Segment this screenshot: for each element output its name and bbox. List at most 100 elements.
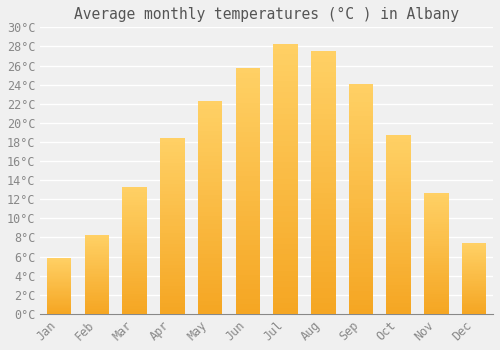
Bar	[462, 259, 486, 260]
Bar	[462, 247, 486, 249]
Bar	[274, 265, 298, 271]
Bar	[462, 298, 486, 300]
Bar	[236, 98, 260, 103]
Bar	[122, 222, 147, 225]
Bar	[386, 264, 411, 267]
Bar	[386, 310, 411, 314]
Bar	[160, 300, 184, 303]
Bar	[122, 260, 147, 263]
Bar	[311, 240, 336, 246]
Bar	[122, 284, 147, 286]
Bar	[462, 300, 486, 301]
Bar	[462, 313, 486, 314]
Bar	[47, 277, 72, 278]
Bar	[160, 261, 184, 265]
Bar	[84, 296, 109, 298]
Bar	[122, 278, 147, 281]
Bar	[274, 162, 298, 168]
Bar	[348, 282, 374, 286]
Bar	[386, 157, 411, 160]
Bar	[274, 200, 298, 206]
Bar	[160, 184, 184, 187]
Bar	[236, 127, 260, 132]
Bar	[311, 288, 336, 293]
Bar	[348, 300, 374, 305]
Bar	[236, 285, 260, 289]
Bar	[47, 282, 72, 284]
Bar	[274, 103, 298, 108]
Bar	[424, 278, 448, 280]
Bar	[47, 286, 72, 287]
Bar	[386, 239, 411, 243]
Bar	[47, 268, 72, 269]
Bar	[84, 306, 109, 308]
Bar	[311, 109, 336, 114]
Bar	[160, 258, 184, 261]
Bar	[122, 197, 147, 199]
Bar	[122, 205, 147, 207]
Bar	[386, 139, 411, 142]
Bar	[424, 270, 448, 273]
Bar	[274, 179, 298, 184]
Bar	[84, 266, 109, 268]
Bar	[274, 228, 298, 233]
Bar	[122, 228, 147, 230]
Bar	[348, 111, 374, 116]
Bar	[47, 269, 72, 270]
Bar	[236, 122, 260, 127]
Bar	[236, 201, 260, 206]
Bar	[274, 125, 298, 130]
Bar	[47, 289, 72, 290]
Bar	[274, 130, 298, 135]
Bar	[348, 286, 374, 291]
Bar	[122, 220, 147, 222]
Bar	[274, 195, 298, 200]
Bar	[274, 71, 298, 76]
Bar	[122, 225, 147, 228]
Bar	[274, 157, 298, 162]
Bar	[386, 260, 411, 264]
Bar	[236, 196, 260, 201]
Bar	[122, 256, 147, 258]
Bar	[160, 156, 184, 159]
Bar	[424, 258, 448, 260]
Bar	[424, 256, 448, 258]
Bar	[424, 268, 448, 270]
Bar	[84, 257, 109, 258]
Bar	[160, 286, 184, 289]
Bar	[198, 263, 222, 267]
Bar	[386, 225, 411, 228]
Bar	[348, 139, 374, 144]
Bar	[84, 309, 109, 311]
Bar	[122, 202, 147, 205]
Title: Average monthly temperatures (°C ) in Albany: Average monthly temperatures (°C ) in Al…	[74, 7, 459, 22]
Bar	[160, 166, 184, 170]
Bar	[311, 130, 336, 135]
Bar	[274, 82, 298, 87]
Bar	[198, 288, 222, 293]
Bar	[122, 195, 147, 197]
Bar	[122, 199, 147, 202]
Bar	[122, 268, 147, 271]
Bar	[47, 263, 72, 264]
Bar	[462, 257, 486, 259]
Bar	[311, 235, 336, 240]
Bar	[462, 304, 486, 306]
Bar	[386, 146, 411, 149]
Bar	[122, 271, 147, 273]
Bar	[198, 199, 222, 203]
Bar	[84, 243, 109, 244]
Bar	[47, 264, 72, 265]
Bar	[236, 225, 260, 230]
Bar	[198, 305, 222, 310]
Bar	[424, 260, 448, 263]
Bar	[198, 237, 222, 241]
Bar	[47, 285, 72, 286]
Bar	[311, 104, 336, 109]
Bar	[348, 167, 374, 171]
Bar	[462, 256, 486, 257]
Bar	[84, 301, 109, 303]
Bar	[198, 169, 222, 173]
Bar	[198, 152, 222, 156]
Bar	[386, 232, 411, 235]
